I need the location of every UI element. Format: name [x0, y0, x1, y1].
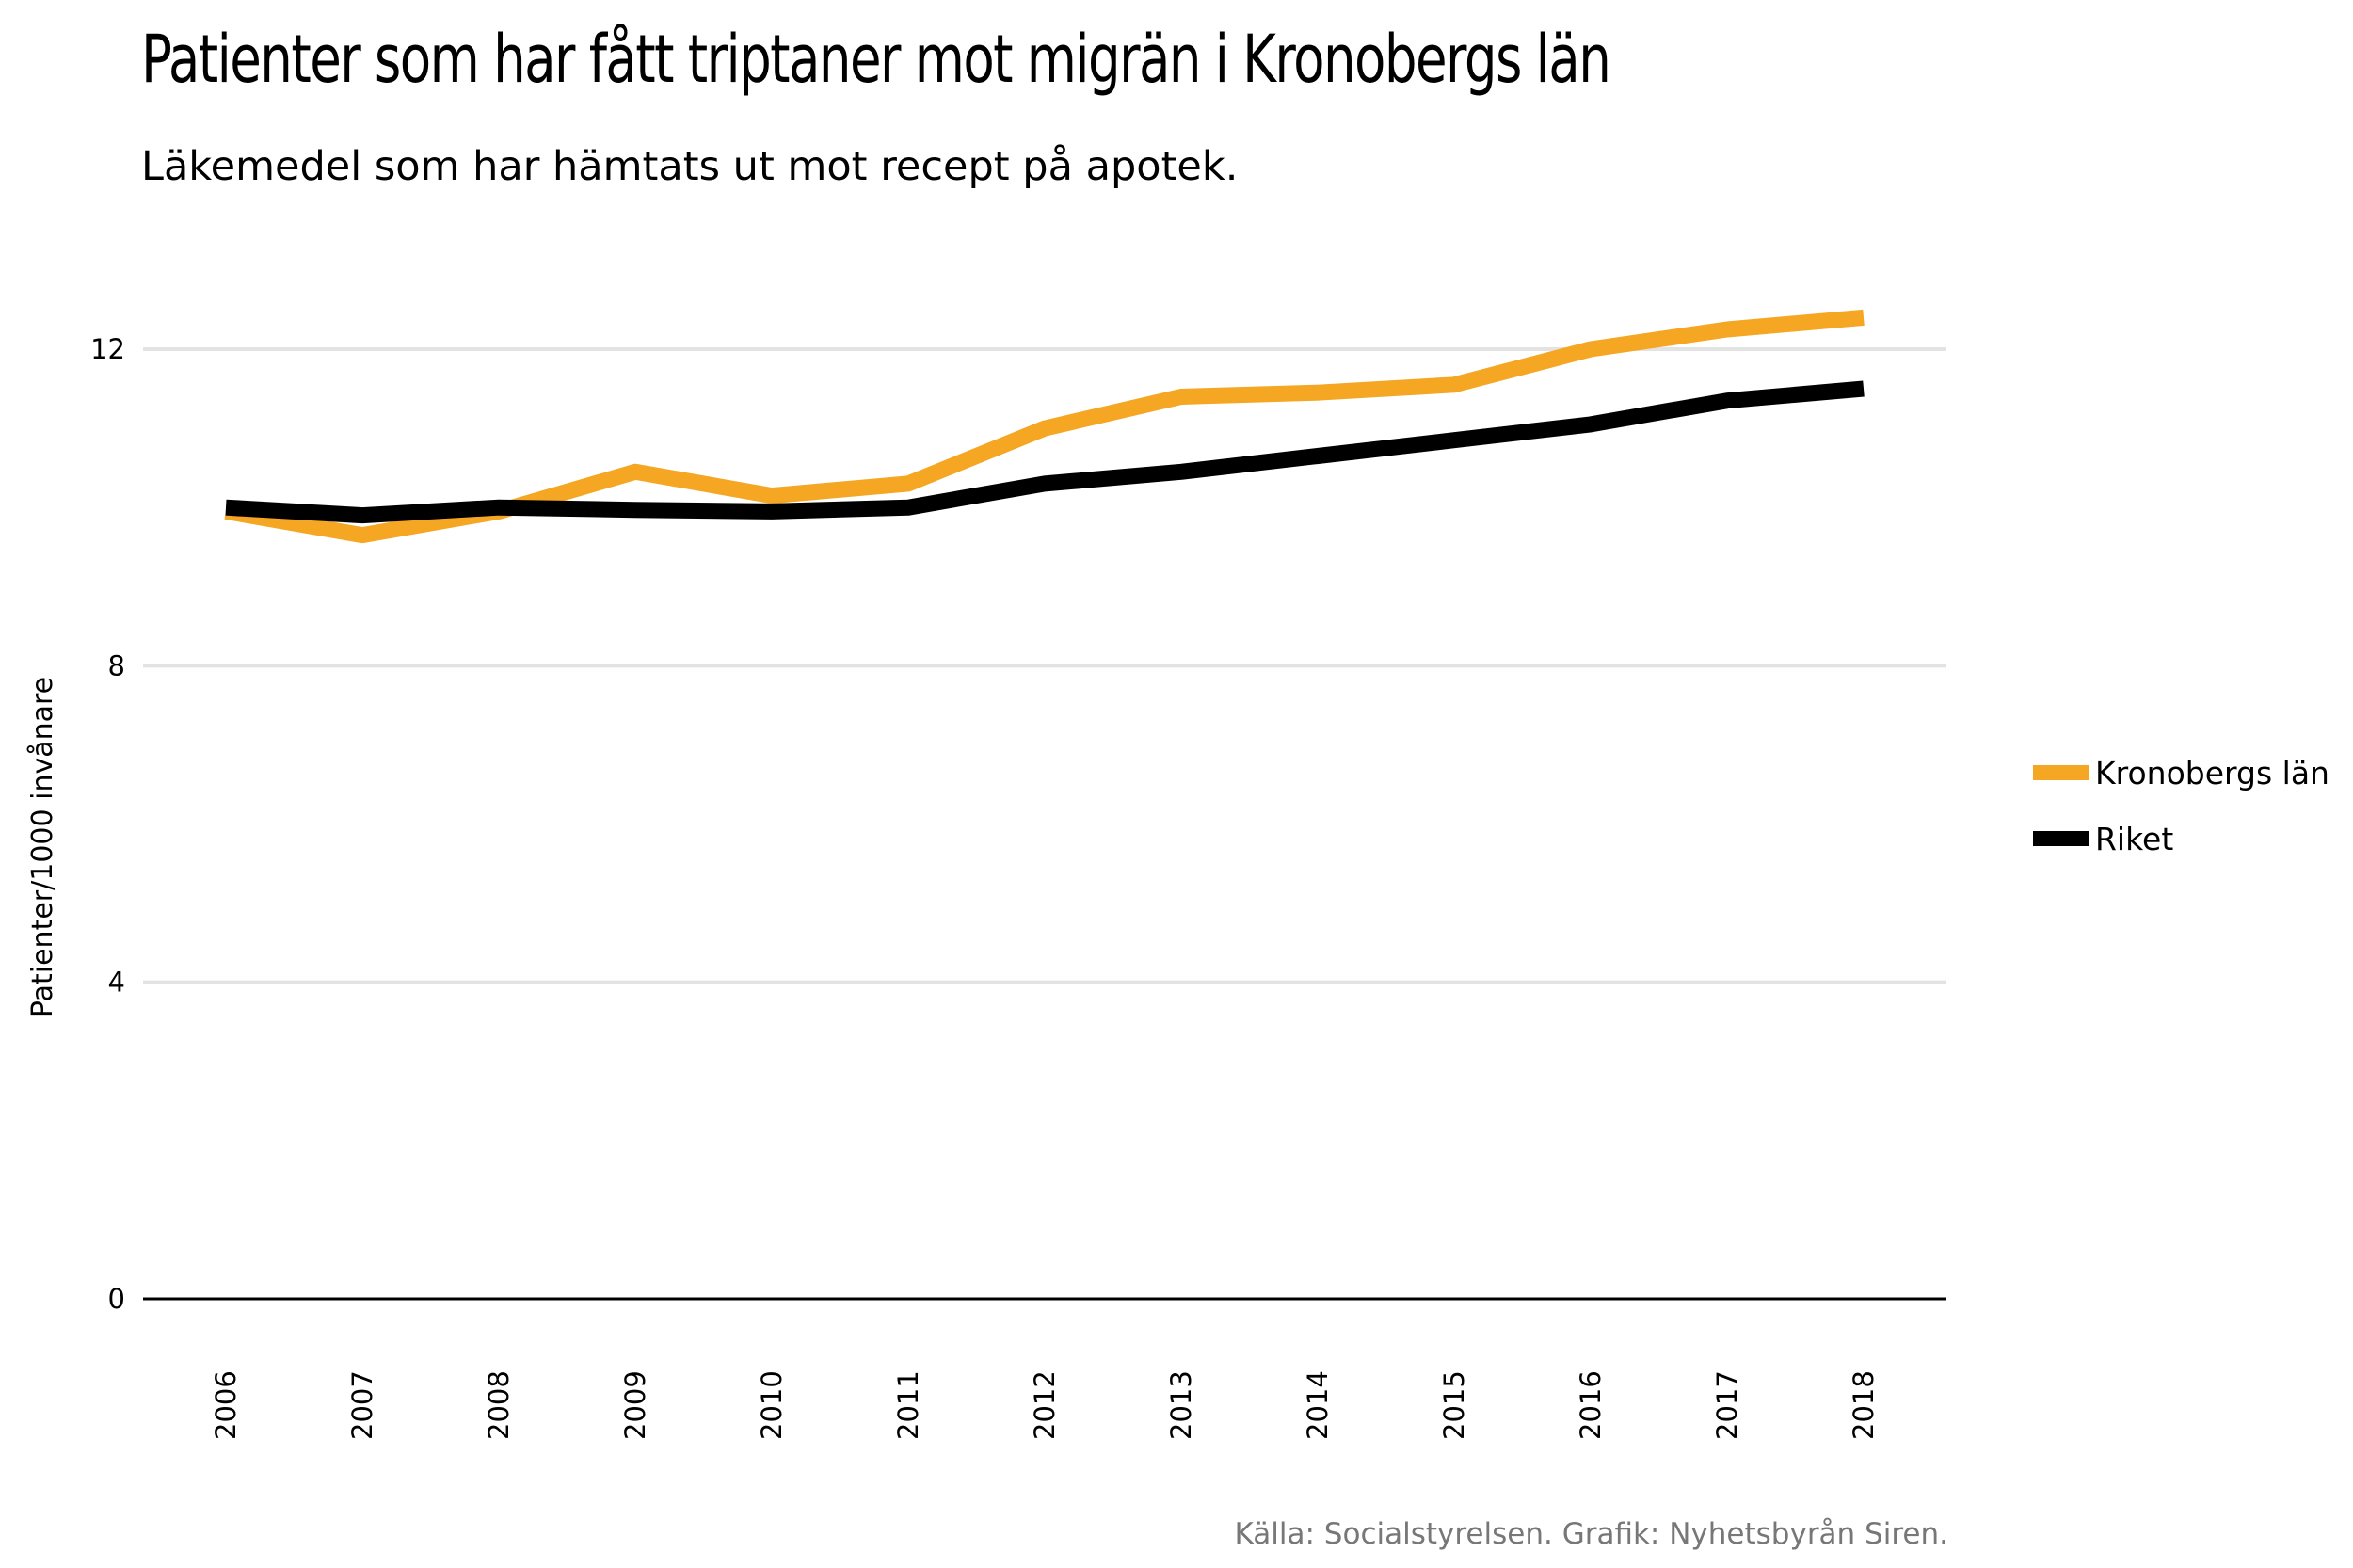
x-tick-label: 2011	[892, 1370, 924, 1440]
legend-swatch-riket	[2033, 831, 2089, 846]
x-tick-label: 2017	[1711, 1370, 1743, 1440]
x-tick-label: 2014	[1302, 1370, 1334, 1440]
x-tick-label: 2007	[346, 1370, 378, 1440]
y-tick-label: 12	[90, 333, 125, 365]
x-tick-label: 2010	[756, 1370, 788, 1440]
chart-title: Patienter som har fått triptaner mot mig…	[141, 21, 1611, 98]
y-axis-title: Patienter/1000 invånare	[26, 677, 59, 1017]
x-tick-label: 2008	[483, 1370, 515, 1440]
x-tick-label: 2012	[1029, 1370, 1061, 1440]
legend-item-kronobergs-lan: Kronobergs län	[2033, 753, 2329, 792]
legend-label: Kronobergs län	[2095, 754, 2329, 792]
y-tick-label: 0	[108, 1283, 125, 1315]
x-tick-label: 2015	[1438, 1370, 1470, 1440]
legend-label: Riket	[2095, 820, 2174, 857]
x-tick-label: 2013	[1165, 1370, 1197, 1440]
legend-swatch-kronobergs-lan	[2033, 765, 2089, 780]
source-note: Källa: Socialstyrelsen. Grafik: Nyhetsby…	[1234, 1517, 1949, 1551]
legend-item-riket: Riket	[2033, 819, 2329, 858]
x-tick-label: 2018	[1848, 1370, 1880, 1440]
series-lines	[224, 309, 1865, 544]
y-tick-label: 8	[108, 649, 125, 681]
series-line-riket	[225, 380, 1865, 524]
x-axis-ticks: 2006 2007 2008 2009 2010 2011 2012 2013 2014 2015…	[210, 1370, 1880, 1440]
y-tick-label: 4	[108, 967, 125, 999]
y-axis-ticks: 0 4 8 12	[90, 333, 125, 1315]
x-tick-label: 2009	[619, 1370, 651, 1440]
legend: Kronobergs län Riket	[2033, 753, 2329, 885]
x-tick-label: 2016	[1575, 1370, 1607, 1440]
x-tick-label: 2006	[210, 1370, 242, 1440]
chart-subtitle: Läkemedel som har hämtats ut mot recept …	[141, 143, 1239, 190]
